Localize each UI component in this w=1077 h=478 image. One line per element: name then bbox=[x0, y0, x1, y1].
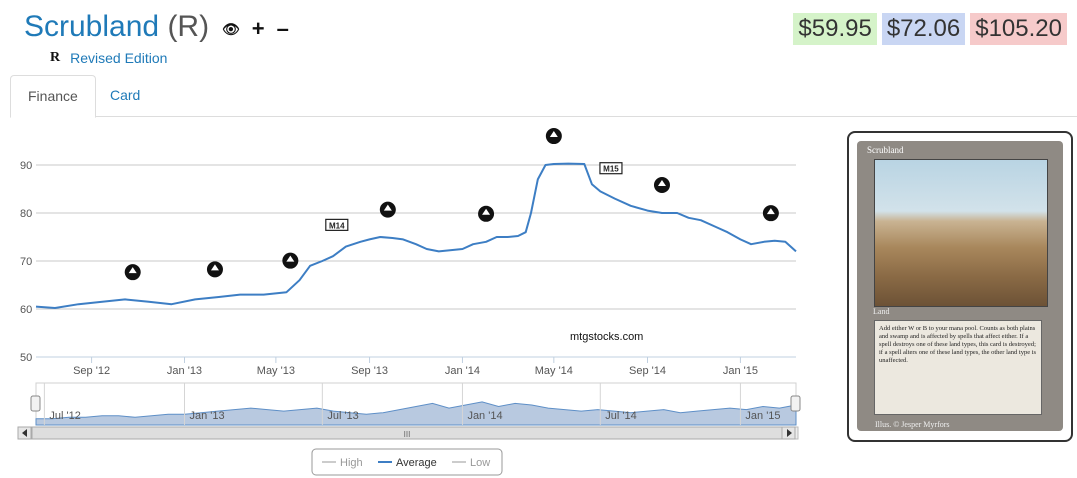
set-symbol-detail bbox=[210, 264, 219, 271]
navigator-tick-label: Jul '14 bbox=[605, 410, 636, 422]
card-rules-text: Add either W or B to your mana pool. Cou… bbox=[874, 320, 1042, 415]
navigator-tick-label: Jul '12 bbox=[49, 410, 80, 422]
legend-item-average[interactable]: Average bbox=[396, 457, 437, 469]
x-tick-label: May '14 bbox=[535, 365, 573, 377]
tab-card[interactable]: Card bbox=[110, 87, 141, 103]
x-tick-label: Sep '14 bbox=[629, 365, 666, 377]
set-symbol-detail bbox=[482, 208, 491, 215]
tab-finance[interactable]: Finance bbox=[10, 75, 96, 118]
card-image-frame: Scrubland Land Add either W or B to your… bbox=[847, 131, 1073, 442]
set-symbol-detail bbox=[657, 180, 666, 186]
navigator-series bbox=[35, 401, 797, 426]
chevron-right-icon bbox=[787, 429, 792, 437]
card-name: Scrubland bbox=[24, 10, 160, 43]
x-tick-label: Jan '14 bbox=[445, 365, 480, 377]
x-tick-label: Sep '12 bbox=[73, 365, 110, 377]
navigator-tick-label: Jan '13 bbox=[189, 410, 224, 422]
scrollbar-grip: III bbox=[404, 430, 411, 439]
annotation-marker bbox=[325, 218, 349, 231]
eye-slash-icon[interactable]: 👁 bbox=[222, 20, 240, 37]
plus-icon[interactable]: + bbox=[251, 16, 265, 41]
navigator-handle-left[interactable] bbox=[30, 395, 41, 412]
watermark: mtgstocks.com bbox=[570, 331, 643, 343]
x-tick-label: Jan '15 bbox=[723, 365, 758, 377]
annotation-label: M14 bbox=[329, 221, 345, 230]
card-art bbox=[874, 159, 1048, 307]
minus-icon[interactable]: – bbox=[276, 16, 289, 41]
annotation-marker bbox=[599, 162, 623, 175]
card-type-line: Land bbox=[873, 307, 890, 316]
y-tick-label: 90 bbox=[20, 160, 32, 172]
rarity-label: (R) bbox=[167, 10, 210, 43]
x-tick-label: Jan '13 bbox=[167, 365, 202, 377]
navigator-handle-right[interactable] bbox=[790, 395, 801, 412]
card-image: Scrubland Land Add either W or B to your… bbox=[857, 141, 1063, 431]
set-symbol-detail bbox=[549, 131, 558, 138]
price-average: $72.06 bbox=[881, 13, 966, 45]
chevron-left-icon bbox=[22, 429, 27, 437]
set-symbol-detail bbox=[383, 204, 392, 211]
set-symbol-detail bbox=[128, 267, 137, 274]
y-tick-label: 60 bbox=[20, 304, 32, 316]
legend-item-high[interactable]: High bbox=[340, 457, 363, 469]
edition-row: R Revised Edition bbox=[50, 50, 167, 66]
price-summary: $59.95 $72.06 $105.20 bbox=[793, 13, 1067, 45]
price-chart: 50 60 70 80 90 Sep '12 Jan '13 May '13 Sep '13 Ja… bbox=[17, 128, 801, 476]
tab-bar: Finance Card bbox=[10, 75, 1077, 118]
card-title: Scrubland (R) bbox=[24, 10, 209, 44]
legend-item-low[interactable]: Low bbox=[470, 457, 490, 469]
y-tick-label: 80 bbox=[20, 208, 32, 220]
card-image-name: Scrubland bbox=[867, 145, 904, 155]
price-low: $59.95 bbox=[793, 13, 877, 45]
set-symbol-icon: R bbox=[50, 50, 61, 65]
price-high: $105.20 bbox=[970, 13, 1067, 45]
set-symbol-detail bbox=[766, 208, 775, 215]
y-tick-label: 70 bbox=[20, 256, 32, 268]
x-tick-label: May '13 bbox=[257, 365, 295, 377]
title-actions: 👁 + – bbox=[222, 16, 289, 42]
navigator-tick-label: Jan '15 bbox=[745, 410, 780, 422]
navigator-tick-label: Jan '14 bbox=[467, 410, 502, 422]
annotation-label: M15 bbox=[603, 165, 619, 174]
series-average-line bbox=[35, 162, 797, 309]
legend bbox=[311, 448, 503, 476]
card-illustrator: Illus. © Jesper Myrfors bbox=[875, 420, 950, 429]
navigator-tick-label: Jul '13 bbox=[327, 410, 358, 422]
edition-link[interactable]: Revised Edition bbox=[70, 50, 168, 66]
y-tick-label: 50 bbox=[20, 352, 32, 364]
set-symbol-detail bbox=[286, 255, 295, 262]
x-tick-label: Sep '13 bbox=[351, 365, 388, 377]
